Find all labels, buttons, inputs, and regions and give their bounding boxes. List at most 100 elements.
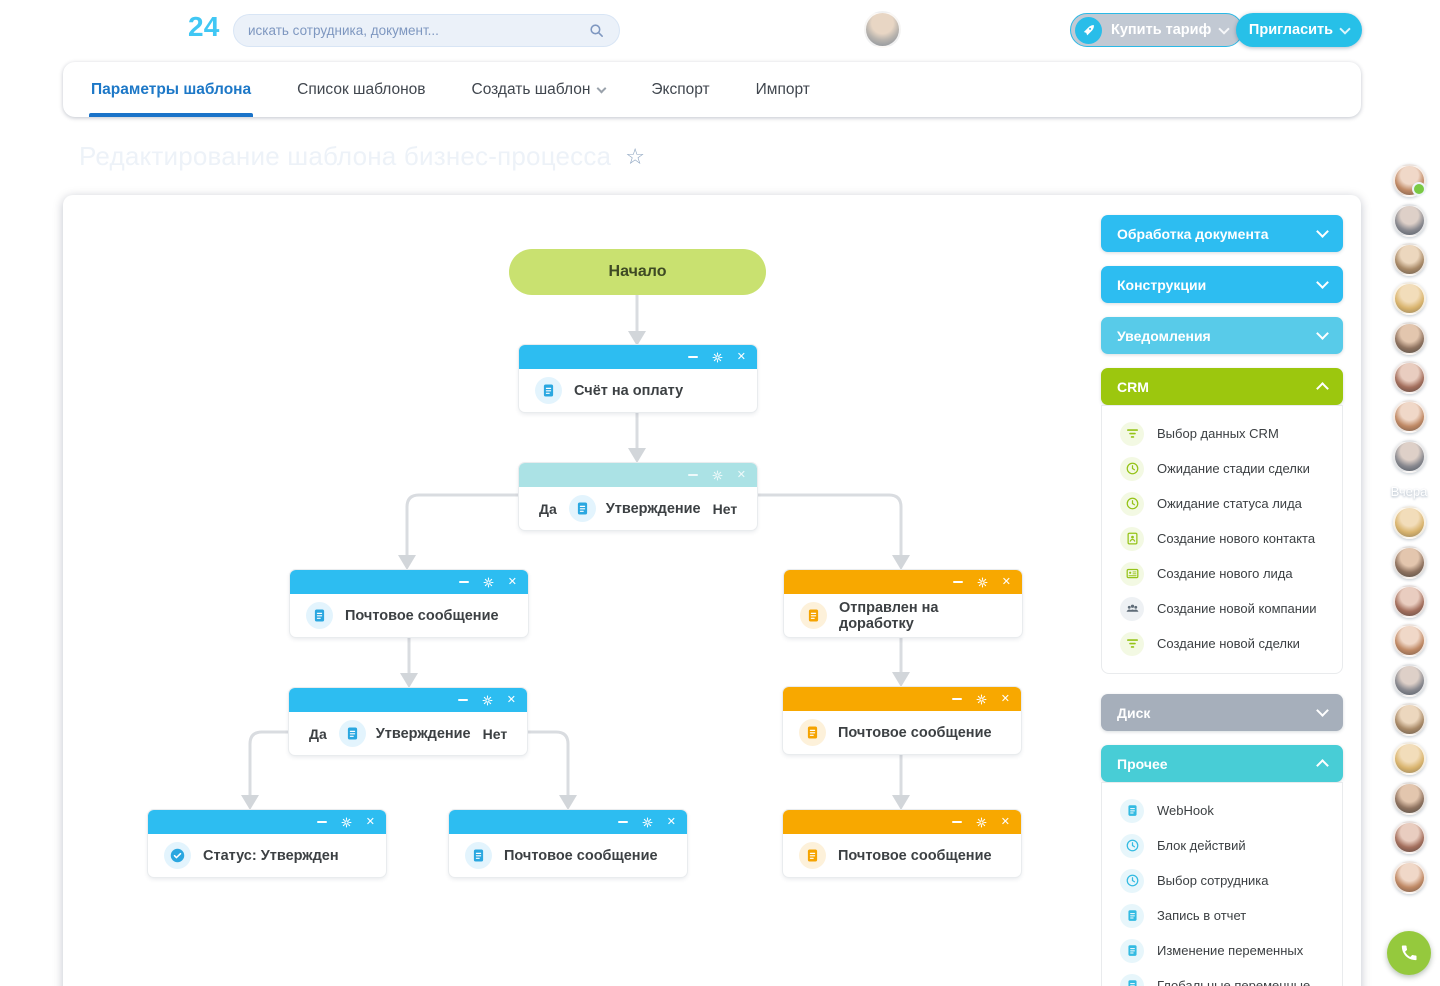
palette-item[interactable]: Создание новой компании xyxy=(1102,591,1342,626)
chat-avatar[interactable] xyxy=(1392,361,1426,395)
close-icon[interactable]: ✕ xyxy=(1000,815,1010,828)
tab-template-params[interactable]: Параметры шаблона xyxy=(88,62,254,117)
palette-item[interactable]: Изменение переменных xyxy=(1102,933,1342,968)
time-clock-icon[interactable] xyxy=(20,385,42,407)
chat-avatar[interactable] xyxy=(1392,821,1426,855)
settings-icon[interactable] xyxy=(711,469,724,482)
minimize-icon[interactable] xyxy=(617,821,628,823)
palette-item[interactable]: Блок действий xyxy=(1102,828,1342,863)
flow-node-invoice[interactable]: ✕ Счёт на оплату xyxy=(519,345,757,412)
user-avatar[interactable] xyxy=(864,11,901,48)
settings-icon[interactable] xyxy=(975,816,988,829)
worktime-clock[interactable]: 12:53 xyxy=(645,7,738,46)
share-network-icon[interactable] xyxy=(20,594,42,616)
settings-icon[interactable] xyxy=(975,693,988,706)
add-plus-icon[interactable] xyxy=(20,818,42,840)
flow-start-node[interactable]: Начало xyxy=(509,249,766,295)
flow-node-mail-left[interactable]: ✕ Почтовое сообщение xyxy=(290,570,528,637)
minimize-icon[interactable] xyxy=(687,474,698,476)
video-calls-icon[interactable] xyxy=(20,525,42,547)
chat-avatar[interactable] xyxy=(1392,545,1426,579)
palette-item[interactable]: Выбор данных CRM xyxy=(1102,416,1342,451)
sites-icon[interactable] xyxy=(20,177,42,199)
minimize-icon[interactable] xyxy=(458,581,469,583)
crm-funnel-icon[interactable] xyxy=(20,107,42,129)
close-icon[interactable]: ✕ xyxy=(507,575,517,588)
settings-icon[interactable] xyxy=(641,816,654,829)
notifications-button[interactable] xyxy=(1390,58,1428,95)
live-feed-icon[interactable] xyxy=(20,72,42,94)
close-icon[interactable]: ✕ xyxy=(365,815,375,828)
developer-code-icon[interactable] xyxy=(20,316,42,338)
settings-icon[interactable] xyxy=(482,576,495,589)
tab-create-template[interactable]: Создать шаблон xyxy=(472,62,607,117)
palette-item[interactable]: Запись в отчет xyxy=(1102,898,1342,933)
chat-avatar[interactable] xyxy=(1392,203,1426,237)
chat-avatar[interactable] xyxy=(1392,742,1426,776)
analytics-icon[interactable] xyxy=(20,212,42,234)
chat-avatar[interactable] xyxy=(1392,439,1426,473)
palette-item[interactable]: Создание нового лида xyxy=(1102,556,1342,591)
settings-icon[interactable] xyxy=(711,351,724,364)
tab-template-list[interactable]: Список шаблонов xyxy=(297,80,426,98)
menu-icon[interactable] xyxy=(18,18,44,42)
settings-icon[interactable] xyxy=(976,576,989,589)
flow-node-approval-1[interactable]: ✕ Да Утверждение Нет xyxy=(519,463,757,530)
palette-item[interactable]: Глобальные переменные xyxy=(1102,968,1342,986)
invite-button[interactable]: Пригласить xyxy=(1236,13,1362,47)
section-crm[interactable]: CRM xyxy=(1101,368,1343,405)
flow-node-mail-bottom[interactable]: ✕ Почтовое сообщение xyxy=(449,810,687,877)
mobile-app-icon[interactable] xyxy=(20,749,42,771)
close-icon[interactable]: ✕ xyxy=(506,693,516,706)
section-notifications[interactable]: Уведомления xyxy=(1101,317,1343,354)
settings-icon[interactable] xyxy=(340,816,353,829)
company-icon[interactable] xyxy=(20,420,42,442)
chat-avatar[interactable] xyxy=(1392,703,1426,737)
chat-avatar[interactable] xyxy=(1392,506,1426,540)
tab-export[interactable]: Экспорт xyxy=(651,80,710,98)
chat-search-icon[interactable] xyxy=(1399,116,1419,136)
warehouse-icon[interactable] xyxy=(20,559,42,581)
sales-register-icon[interactable] xyxy=(20,351,42,373)
flow-node-rework[interactable]: ✕ Отправлен на доработку xyxy=(784,570,1022,637)
apps-grid-icon[interactable] xyxy=(20,142,42,164)
section-misc[interactable]: Прочее xyxy=(1101,745,1343,782)
close-icon[interactable]: ✕ xyxy=(1000,692,1010,705)
flow-node-approval-2[interactable]: ✕ Да Утверждение Нет xyxy=(289,688,527,755)
minimize-icon[interactable] xyxy=(687,356,698,358)
chat-avatar[interactable] xyxy=(1392,663,1426,697)
flow-node-mail-orange-1[interactable]: ✕ Почтовое сообщение xyxy=(783,687,1021,754)
tab-import[interactable]: Импорт xyxy=(755,80,810,98)
work-status[interactable]: РАБОТАЮ xyxy=(756,22,837,37)
settings-icon[interactable] xyxy=(481,694,494,707)
knowledge-base-icon[interactable] xyxy=(20,246,42,268)
minimize-icon[interactable] xyxy=(316,821,327,823)
close-icon[interactable]: ✕ xyxy=(1001,575,1011,588)
documents-icon[interactable] xyxy=(20,490,42,512)
ai-robot-icon[interactable] xyxy=(20,281,42,303)
flow-node-mail-orange-2[interactable]: ✕ Почтовое сообщение xyxy=(783,810,1021,877)
favorite-star-icon[interactable]: ☆ xyxy=(625,144,645,169)
minimize-icon[interactable] xyxy=(952,581,963,583)
minimize-icon[interactable] xyxy=(951,698,962,700)
close-icon[interactable]: ✕ xyxy=(736,350,746,363)
desktop-app-icon[interactable] xyxy=(20,784,42,806)
flow-node-status-approved[interactable]: ✕ Статус: Утвержден xyxy=(148,810,386,877)
help-button[interactable]: ? xyxy=(1390,10,1428,47)
chat-avatar[interactable] xyxy=(1392,242,1426,276)
palette-item[interactable]: WebHook xyxy=(1102,793,1342,828)
settings-gear-icon[interactable] xyxy=(20,714,42,736)
section-disk[interactable]: Диск xyxy=(1101,694,1343,731)
chat-avatar[interactable] xyxy=(1392,400,1426,434)
chat-avatar[interactable] xyxy=(1392,584,1426,618)
section-document-processing[interactable]: Обработка документа xyxy=(1101,215,1343,252)
chat-avatar[interactable] xyxy=(1392,321,1426,355)
call-button[interactable] xyxy=(1387,931,1431,975)
chat-avatar[interactable] xyxy=(1392,164,1426,198)
palette-item[interactable]: Ожидание стадии сделки xyxy=(1102,451,1342,486)
palette-item[interactable]: Создание нового контакта xyxy=(1102,521,1342,556)
search-icon[interactable] xyxy=(588,22,605,39)
palette-item[interactable]: Выбор сотрудника xyxy=(1102,863,1342,898)
minimize-icon[interactable] xyxy=(951,821,962,823)
media-image-icon[interactable] xyxy=(20,455,42,477)
